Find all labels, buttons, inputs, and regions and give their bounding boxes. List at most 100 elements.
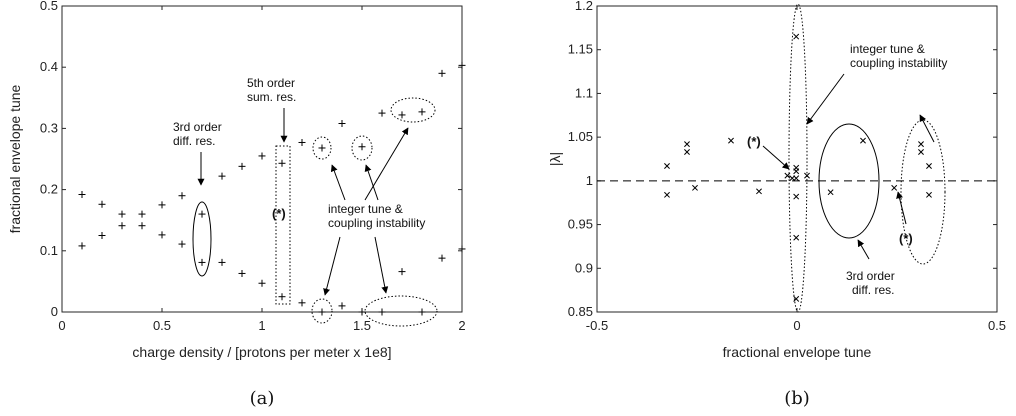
annotation-text-integer-tune: integer tune & coupling instability: [850, 42, 947, 70]
data-point: [378, 109, 386, 117]
y-tick-label: 0.4: [40, 59, 58, 74]
annotation-ellipse-integer-3: [390, 97, 436, 123]
data-point: [158, 201, 166, 209]
annotation-arrow: [330, 164, 346, 201]
axis-ticks-a: 0 0.5 1 1.5 2 0 0.1 0.2 0.3 0.4 0.5: [40, 0, 466, 333]
data-point: [793, 234, 800, 241]
data-point: [398, 111, 406, 119]
annotation-ellipse-3rd-order: [192, 201, 212, 277]
data-point: [98, 232, 106, 239]
chart-b: -0.5 0 0.5 0.85 0.9 0.95 1 1.05 1.1 1.15 1.2 integ…: [547, 0, 1006, 409]
data-point: [793, 168, 800, 175]
annotation-text-star-left: (*): [747, 134, 761, 149]
data-point: [664, 191, 670, 198]
data-point: [860, 137, 866, 144]
plot-area-b: [596, 5, 998, 313]
data-point: [684, 141, 690, 148]
y-tick-label: 0.2: [40, 182, 58, 197]
annotation-text-5th-order: 5th order sum. res.: [247, 76, 298, 104]
data-point: [918, 141, 924, 148]
y-tick-label: 1.15: [568, 42, 593, 57]
y-tick-label: 1.05: [568, 129, 593, 144]
data-point: [158, 231, 166, 239]
data-point: [793, 295, 800, 302]
x-tick-label: 0.5: [153, 318, 171, 333]
data-point: [398, 268, 406, 276]
data-point: [198, 210, 206, 218]
data-point: [318, 308, 326, 316]
data-point: [793, 175, 800, 182]
annotation-arrow: [806, 73, 845, 125]
x-tick-label: 1: [258, 318, 265, 333]
annotation-arrow: [364, 164, 379, 201]
data-point: [118, 210, 126, 218]
data-point: [458, 61, 466, 69]
data-point: [178, 240, 186, 248]
data-point: [358, 143, 366, 151]
data-point: [358, 308, 366, 316]
data-point: [418, 308, 426, 316]
data-point: [438, 69, 446, 77]
annotation-arrow: [857, 239, 870, 260]
data-point: [784, 172, 791, 179]
annotation-ellipse-integer-1: [312, 136, 332, 160]
y-tick-label: 0.5: [40, 0, 58, 13]
annotation-text-integer-tune: integer tune & coupling instability: [328, 202, 425, 230]
panel-label-a: (a): [250, 388, 275, 409]
annotation-arrow: [374, 236, 389, 294]
annotation-text-3rd-order: 3rd order diff. res.: [173, 120, 225, 148]
y-tick-label: 0: [51, 304, 58, 319]
data-point: [278, 293, 286, 301]
x-tick-label: 0.5: [988, 318, 1006, 333]
annotation-ellipse-integer-2: [351, 135, 373, 161]
annotation-text-star: (*): [272, 206, 286, 221]
data-point: [78, 242, 86, 250]
y-axis-label-b: |λ|: [547, 152, 563, 166]
annotation-text-3rd-order: 3rd order diff. res.: [846, 269, 898, 297]
data-point: [238, 269, 246, 277]
y-tick-label: 0.9: [575, 260, 593, 275]
data-point: [78, 190, 86, 198]
data-point: [926, 163, 932, 169]
data-point: [438, 254, 446, 262]
data-point: [178, 192, 186, 200]
x-tick-label: 0: [793, 318, 800, 333]
data-point: [98, 200, 106, 208]
x-tick-label: -0.5: [586, 318, 608, 333]
annotation-ellipse-integer-tune: [788, 3, 808, 313]
panel-label-b: (b): [784, 388, 810, 409]
data-point: [298, 299, 306, 307]
data-points-b: [664, 33, 932, 302]
data-point: [218, 172, 226, 180]
x-tick-label: 0: [58, 318, 65, 333]
annotation-box-5th-order: [275, 145, 291, 305]
data-point: [198, 258, 206, 266]
data-point: [418, 108, 426, 116]
data-point: [891, 184, 898, 191]
data-point: [827, 189, 834, 196]
y-axis-label-a: fractional envelope tune: [7, 84, 23, 233]
x-axis-label-a: charge density / [protons per meter x 1e…: [132, 344, 391, 360]
x-axis-label-b: fractional envelope tune: [723, 344, 872, 360]
annotation-ellipse-integer-5: [364, 295, 438, 327]
data-point: [756, 188, 762, 195]
data-point: [692, 184, 698, 191]
data-point: [338, 120, 346, 128]
data-point: [926, 191, 932, 198]
annotation-arrow: [364, 127, 409, 201]
y-tick-label: 0.1: [40, 243, 58, 258]
y-tick-label: 1: [586, 173, 593, 188]
data-point: [258, 152, 266, 160]
data-point: [258, 279, 266, 287]
data-point: [298, 138, 306, 146]
y-tick-label: 1.1: [575, 85, 593, 100]
x-tick-label: 1.5: [353, 318, 371, 333]
y-tick-label: 0.85: [568, 304, 593, 319]
data-point: [118, 222, 126, 230]
data-point: [728, 137, 734, 144]
annotation-arrow: [896, 191, 907, 225]
chart-a: 0 0.5 1 1.5 2 0 0.1 0.2 0.3 0.4 0.5 3rd order diff…: [7, 0, 466, 409]
axis-ticks-b: -0.5 0 0.5 0.85 0.9 0.95 1 1.05 1.1 1.15 1.2: [568, 0, 1006, 333]
data-point: [793, 193, 800, 200]
data-point: [793, 33, 800, 40]
